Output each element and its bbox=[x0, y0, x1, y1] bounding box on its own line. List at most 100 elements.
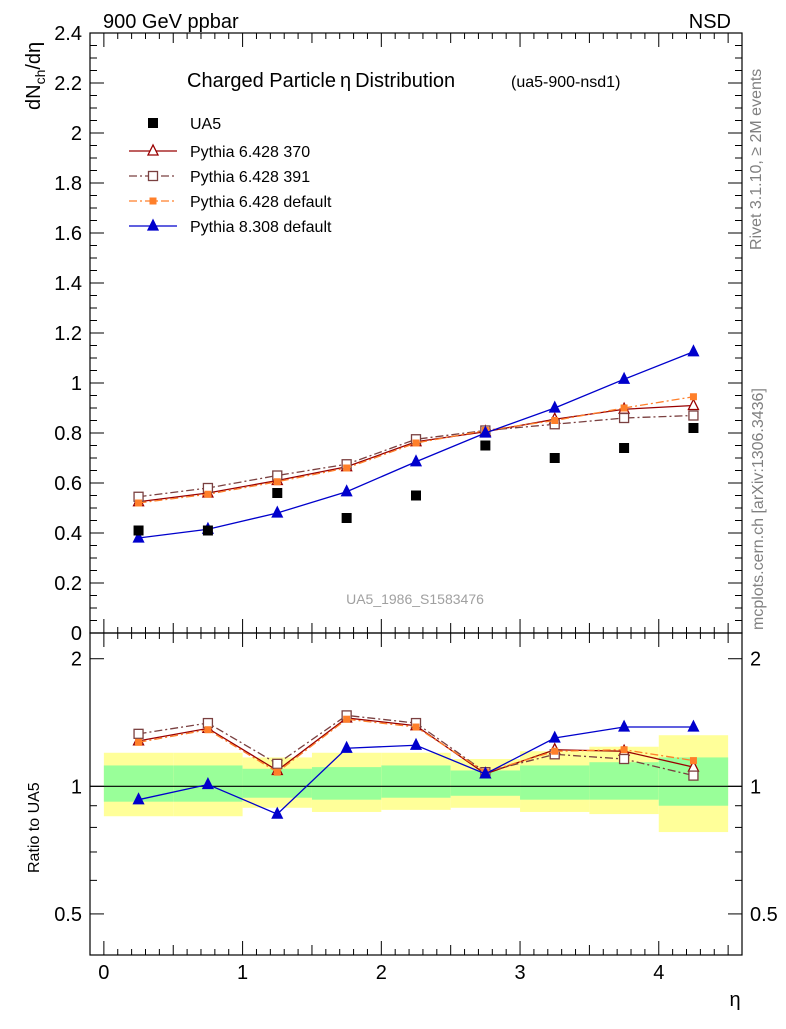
y-tick-label-main: 2.4 bbox=[54, 23, 82, 45]
series-3-point bbox=[551, 417, 559, 424]
y-tick-label-ratio-right: 2 bbox=[750, 649, 761, 671]
legend-label: Pythia 6.428 370 bbox=[190, 144, 310, 161]
y-tick-label-main: 1.2 bbox=[54, 323, 82, 345]
series-4-ratio-point bbox=[548, 730, 561, 743]
legend-marker bbox=[146, 143, 160, 156]
y-tick-label-main: 0.8 bbox=[54, 423, 82, 445]
legend-entry-ua5: UA5 bbox=[148, 116, 221, 133]
header-energy-label: 900 GeV ppbar bbox=[103, 11, 239, 33]
series-2-point bbox=[688, 410, 699, 421]
series-2-ratio-point bbox=[688, 770, 699, 781]
ua5-data-point bbox=[549, 453, 560, 463]
x-tick-label: 4 bbox=[653, 962, 664, 984]
series-4-point bbox=[618, 371, 631, 384]
legend-label: Pythia 6.428 default bbox=[190, 194, 332, 211]
ratio-bands bbox=[90, 735, 742, 833]
band-green-bin bbox=[311, 767, 382, 800]
y-tick-label-main: 1 bbox=[71, 373, 82, 395]
x-axis-label: η bbox=[729, 989, 740, 1011]
x-tick-label: 2 bbox=[376, 962, 387, 984]
series-3-ratio-point bbox=[204, 726, 212, 734]
series-3-ratio-point bbox=[273, 768, 281, 776]
ua5-data-point bbox=[480, 440, 491, 451]
series-2-point bbox=[618, 412, 630, 424]
band-green-bin bbox=[589, 762, 659, 800]
ua5-data-point bbox=[272, 488, 283, 498]
ratio-plot-frame bbox=[89, 632, 743, 956]
legend-marker bbox=[146, 218, 160, 231]
series-4-ratio-point bbox=[201, 777, 214, 790]
chart-subtitle: (ua5-900-nsd1) bbox=[511, 74, 620, 91]
series-3-ratio-point bbox=[620, 746, 628, 754]
x-tick-label: 0 bbox=[98, 962, 109, 984]
legend-label: Pythia 8.308 default bbox=[190, 219, 332, 236]
legend-entry-series-2: Pythia 6.428 391 bbox=[129, 169, 310, 186]
legend: UA5 Pythia 6.428 370 Pythia 6.428 391 Pyth… bbox=[129, 116, 332, 236]
chart-title: Charged Particle η Distribution bbox=[187, 70, 455, 92]
series-4-point bbox=[409, 454, 423, 467]
series-3-ratio-point bbox=[135, 738, 143, 746]
main-plot-frame bbox=[89, 32, 743, 634]
legend-marker bbox=[149, 197, 157, 205]
main-series-lines bbox=[132, 344, 700, 543]
y-tick-label-main: 1.4 bbox=[54, 273, 82, 295]
series-3-point bbox=[689, 393, 697, 401]
chart-title-eta: η bbox=[340, 70, 351, 92]
mcplots-label: mcplots.cern.ch [arXiv:1306.3436] bbox=[750, 388, 767, 630]
y-tick-label-main: 1.6 bbox=[54, 223, 82, 245]
y-axis-label-ratio: Ratio to UA5 bbox=[26, 782, 43, 873]
series-4-ratio-point bbox=[479, 766, 492, 779]
analysis-label: UA5_1986_S1583476 bbox=[346, 591, 484, 607]
series-4-point bbox=[271, 505, 284, 518]
ua5-data-markers bbox=[133, 423, 699, 536]
series-4-ratio-point bbox=[271, 806, 284, 819]
legend-label: Pythia 6.428 391 bbox=[190, 169, 310, 186]
tick-labels: 0 1 2 3 4 0 0.2 0.4 0.6 0.8 1 1.2 1.4 1.6 1.8 2 2.2 2.4 0.… bbox=[54, 23, 778, 984]
series-4-ratio-point bbox=[687, 719, 700, 732]
y-tick-label-main: 0 bbox=[71, 623, 82, 645]
y-tick-label-main: 2.2 bbox=[54, 73, 82, 95]
series-4-ratio-point bbox=[132, 792, 145, 805]
chart-title-main: Charged Particle bbox=[187, 70, 336, 92]
ua5-data-point bbox=[202, 525, 213, 536]
ua5-data-point bbox=[341, 513, 352, 523]
series-4-ratio-point bbox=[409, 737, 423, 750]
y-tick-label-ratio-left: 2 bbox=[71, 649, 82, 671]
series-3-ratio-point bbox=[551, 747, 559, 755]
series-3-line bbox=[138, 396, 694, 504]
y-tick-label-ratio-left: 1 bbox=[71, 776, 82, 798]
y-tick-label-ratio-left: 0.5 bbox=[54, 904, 82, 926]
series-3-point bbox=[412, 439, 420, 447]
band-green-bin bbox=[381, 765, 451, 798]
y-tick-label-main: 2 bbox=[71, 123, 82, 145]
legend-label-ua5: UA5 bbox=[190, 116, 221, 133]
legend-entry-series-1: Pythia 6.428 370 bbox=[129, 143, 310, 161]
ratio-series-lines bbox=[132, 710, 700, 819]
series-3-point bbox=[343, 464, 351, 472]
x-tick-label: 1 bbox=[237, 962, 248, 984]
y-axis-label-main: dNch/dη bbox=[23, 42, 48, 110]
series-4-point bbox=[687, 344, 700, 357]
y-tick-label-ratio-right: 1 bbox=[750, 776, 761, 798]
series-4-point bbox=[548, 400, 561, 413]
series-4-point bbox=[132, 530, 145, 543]
y-tick-label-main: 0.4 bbox=[54, 523, 82, 545]
series-4-ratio-point bbox=[340, 740, 353, 753]
rivet-version-label: Rivet 3.1.10, ≥ 2M events bbox=[748, 69, 765, 250]
ua5-data-point bbox=[133, 525, 144, 536]
series-1-point bbox=[687, 398, 700, 411]
series-2-ratio-point bbox=[272, 758, 283, 769]
series-4-point bbox=[340, 484, 353, 497]
series-3-ratio-point bbox=[412, 723, 420, 731]
header-process-label: NSD bbox=[689, 11, 731, 33]
series-4-ratio-point bbox=[618, 719, 631, 732]
ua5-data-point bbox=[411, 490, 421, 501]
series-3-point bbox=[135, 499, 143, 507]
y-tick-label-main: 0.6 bbox=[54, 473, 82, 495]
y-tick-label-main: 1.8 bbox=[54, 173, 82, 195]
series-4-point bbox=[479, 425, 492, 438]
series-2-ratio-point bbox=[618, 753, 630, 765]
series-3-point bbox=[620, 404, 628, 412]
